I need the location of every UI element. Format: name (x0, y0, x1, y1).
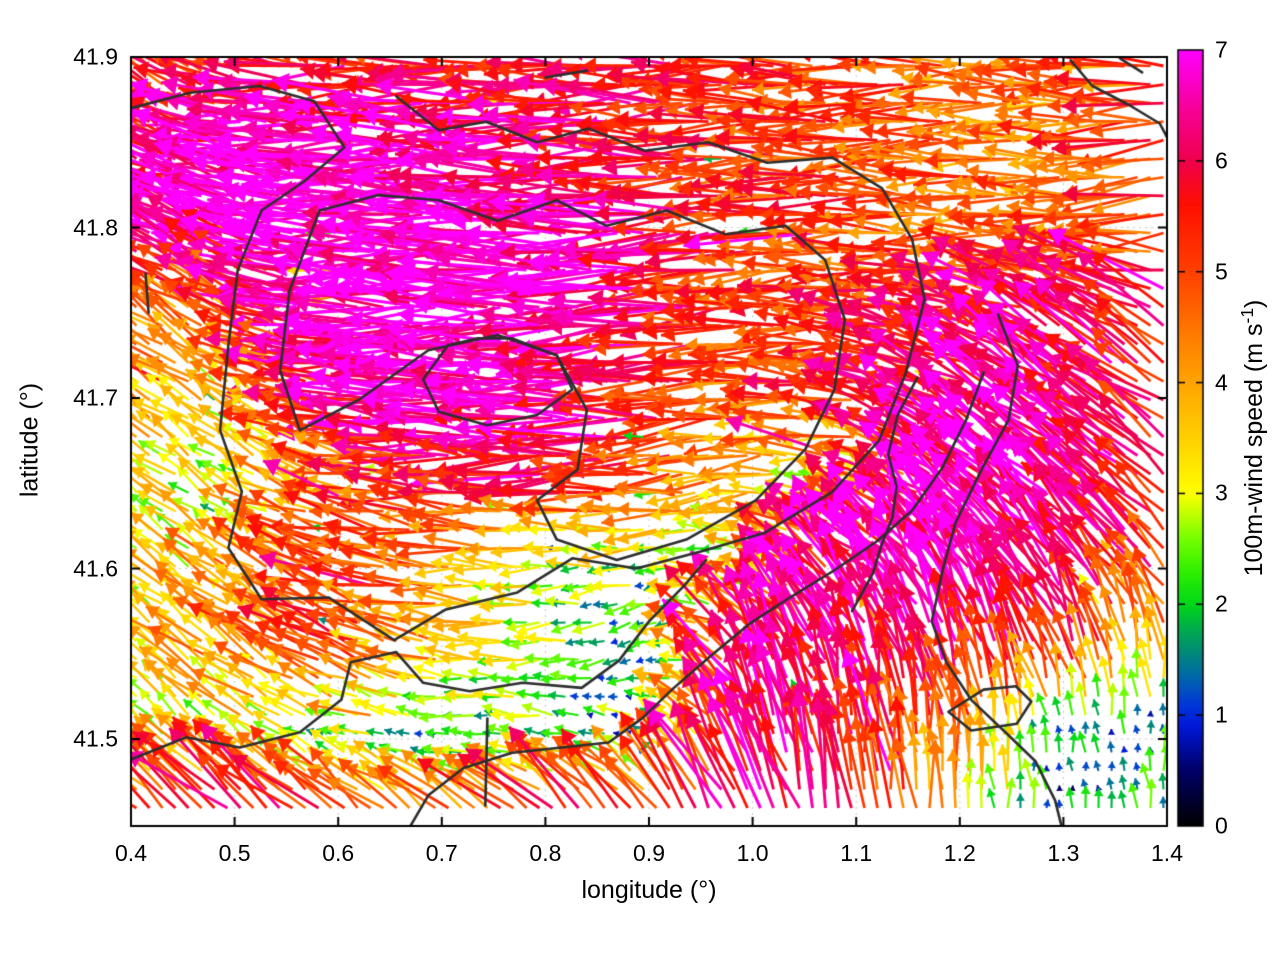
x-axis-label: longitude (°) (581, 876, 717, 904)
y-axis-label: latitude (°) (15, 382, 44, 498)
colorbar-label: 100m-wind speed (m s-1) (1237, 300, 1269, 577)
colorbar-label-superscript: -1 (1236, 307, 1257, 324)
colorbar-label-close: ) (1240, 299, 1269, 308)
x-tick-label: 1.1 (840, 840, 873, 866)
x-tick-label: 0.5 (218, 840, 251, 866)
colorbar-tick-label: 5 (1215, 258, 1228, 285)
x-tick-label: 0.7 (425, 840, 458, 866)
x-tick-label: 0.6 (322, 840, 355, 866)
x-tick-label: 0.4 (115, 840, 147, 866)
colorbar-tick-label: 7 (1215, 36, 1228, 63)
y-tick-label: 41.8 (73, 214, 118, 240)
y-tick-label: 41.9 (73, 43, 118, 70)
colorbar-tick-label: 1 (1215, 701, 1228, 728)
x-tick-label: 1.2 (943, 840, 976, 866)
colorbar-tick-label: 3 (1215, 479, 1228, 506)
colorbar-label-text: 100m-wind speed (m s (1240, 323, 1269, 577)
y-tick-label: 41.7 (73, 384, 118, 411)
x-tick-label: 1.3 (1047, 840, 1080, 866)
x-tick-label: 0.8 (529, 840, 562, 866)
y-tick-label: 41.6 (73, 555, 118, 582)
x-tick-label: 0.9 (633, 840, 665, 866)
colorbar-tick-label: 2 (1215, 590, 1228, 617)
x-tick-label: 1.4 (1151, 840, 1183, 866)
colorbar-tick-label: 6 (1215, 147, 1228, 174)
colorbar-tick-label: 0 (1215, 812, 1228, 839)
colorbar-tick-label: 4 (1215, 369, 1228, 396)
x-tick-label: 1.0 (736, 840, 769, 866)
y-tick-label: 41.5 (73, 725, 118, 752)
